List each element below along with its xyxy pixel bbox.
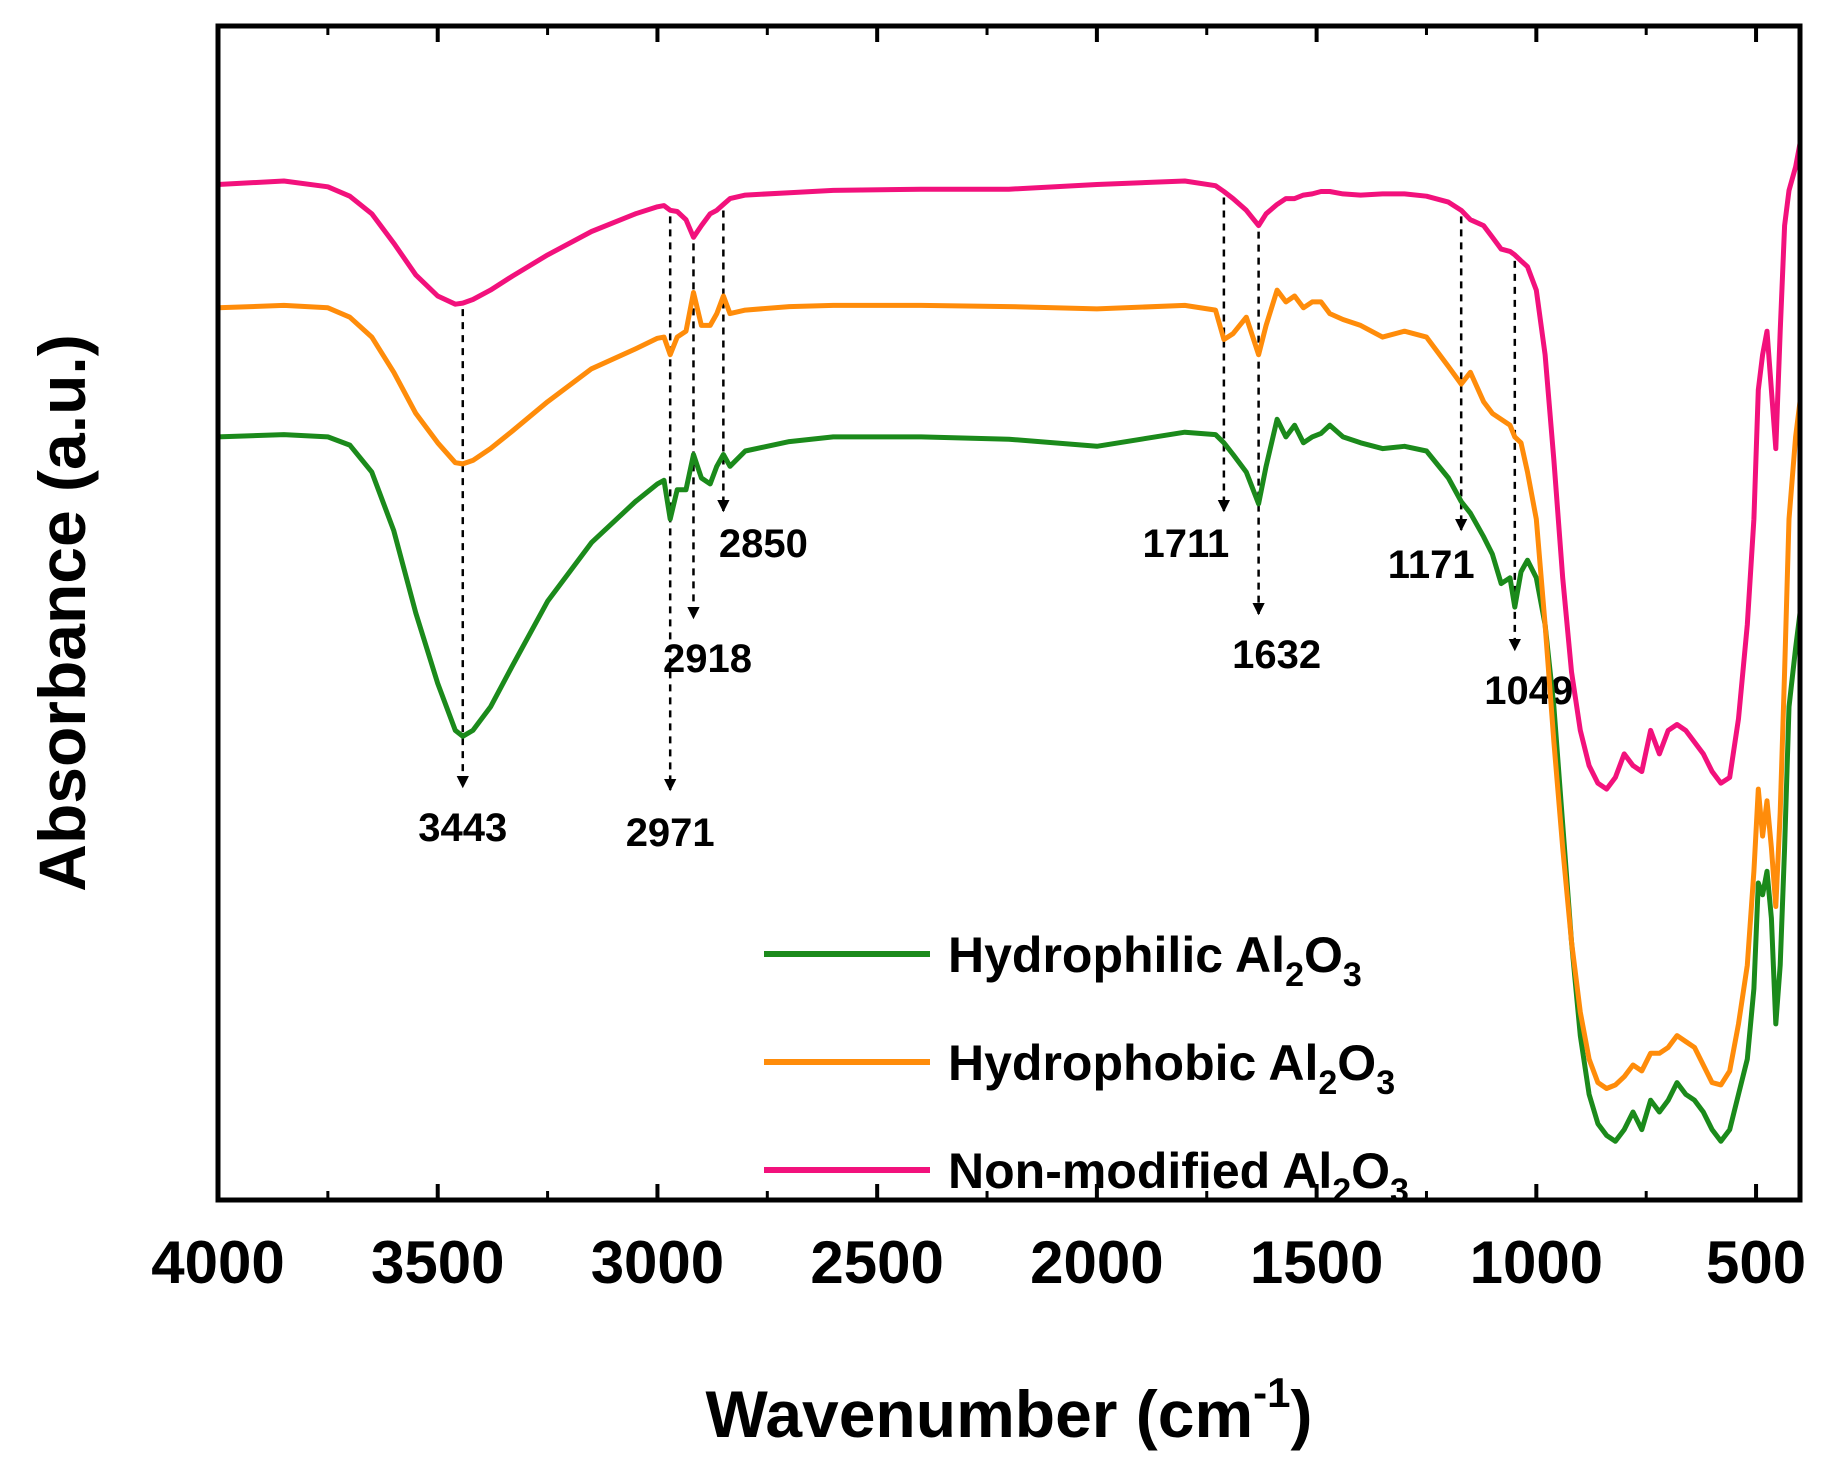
peak-label-1049: 1049	[1484, 669, 1573, 713]
x-tick-label: 3500	[371, 1229, 504, 1296]
peak-label-1171: 1171	[1388, 543, 1475, 587]
legend-label-1: Hydrophobic Al2O3	[948, 1035, 1395, 1102]
series-line-1	[215, 287, 1803, 1091]
peak-label-2971: 2971	[626, 811, 715, 855]
x-tick-label: 2000	[1030, 1229, 1163, 1296]
series-layer	[215, 140, 1803, 1144]
x-tick-label: 1000	[1470, 1229, 1603, 1296]
peak-label-3443: 3443	[418, 806, 507, 850]
peak-label-1632: 1632	[1232, 633, 1321, 677]
y-axis-title: Absorbance (a.u.)	[25, 334, 99, 891]
peak-label-2850: 2850	[719, 522, 808, 566]
x-tick-label: 2500	[810, 1229, 943, 1296]
x-tick-label: 4000	[151, 1229, 284, 1296]
peak-label-1711: 1711	[1142, 522, 1229, 566]
x-axis-title-text: Wavenumber (cm	[705, 1377, 1253, 1451]
x-tick-label: 3000	[591, 1229, 724, 1296]
x-axis-ticks	[216, 26, 1759, 1200]
x-axis-tick-labels: 4000 3500 3000 2500 2000 1500 1000 500	[151, 1229, 1806, 1296]
peak-label-2918: 2918	[663, 637, 752, 681]
x-tick-label: 1500	[1250, 1229, 1383, 1296]
peak-annotations: 3443 2971 2918 2850 1711 1632 1171 1049	[418, 197, 1573, 855]
legend-label-0: Hydrophilic Al2O3	[948, 927, 1362, 994]
legend: Hydrophilic Al2O3 Hydrophobic Al2O3 Non-mo…	[764, 927, 1409, 1210]
legend-label-2: Non-modified Al2O3	[948, 1143, 1409, 1210]
x-tick-label: 500	[1706, 1229, 1806, 1296]
x-axis-title-superscript: -1	[1253, 1369, 1290, 1416]
series-line-0	[215, 416, 1803, 1144]
plot-frame	[215, 23, 1803, 1203]
x-axis-title-close: )	[1291, 1377, 1313, 1451]
series-line-2	[215, 140, 1803, 792]
x-axis-title: Wavenumber (cm-1)	[705, 1369, 1312, 1451]
